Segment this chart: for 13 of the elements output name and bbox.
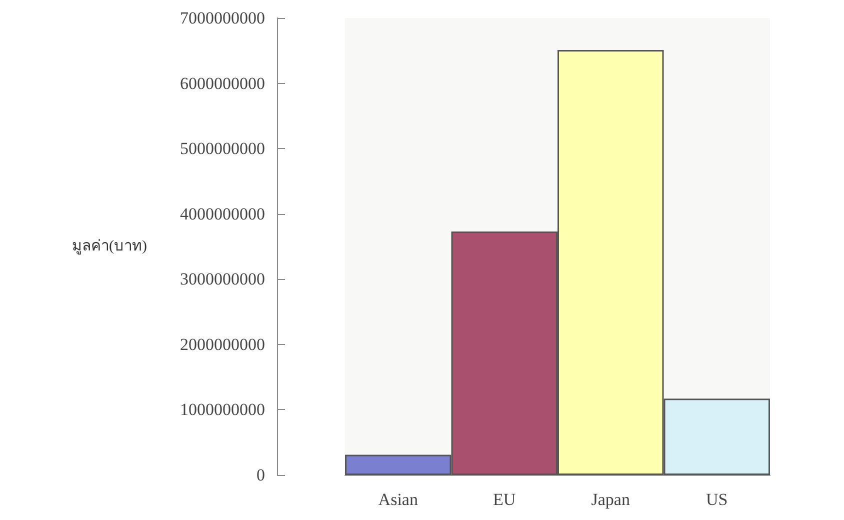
y-tick-label: 4000000000 bbox=[180, 204, 265, 224]
y-tick-label: 6000000000 bbox=[180, 74, 265, 93]
y-tick-label: 3000000000 bbox=[180, 270, 265, 289]
y-tick-label: 0 bbox=[256, 466, 265, 484]
x-tick-label: Asian bbox=[378, 490, 418, 509]
x-tick-label: Japan bbox=[591, 490, 630, 509]
y-tick-label: 2000000000 bbox=[180, 334, 265, 354]
x-tick-label: EU bbox=[493, 490, 516, 509]
x-tick-label: US bbox=[706, 490, 728, 509]
y-axis-title: มูลค่า(บาท) bbox=[72, 238, 147, 254]
y-tick-label: 7000000000 bbox=[180, 8, 265, 28]
y-tick-label: 5000000000 bbox=[180, 139, 265, 158]
y-tick-label: 1000000000 bbox=[180, 400, 265, 420]
